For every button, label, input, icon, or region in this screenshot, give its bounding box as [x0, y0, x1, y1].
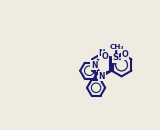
Text: O: O	[101, 52, 108, 61]
Text: O: O	[122, 50, 128, 59]
Text: N: N	[99, 49, 105, 58]
Text: S: S	[112, 53, 119, 62]
Text: CH₃: CH₃	[109, 44, 124, 50]
Text: N: N	[91, 60, 97, 70]
Text: N: N	[99, 72, 105, 81]
